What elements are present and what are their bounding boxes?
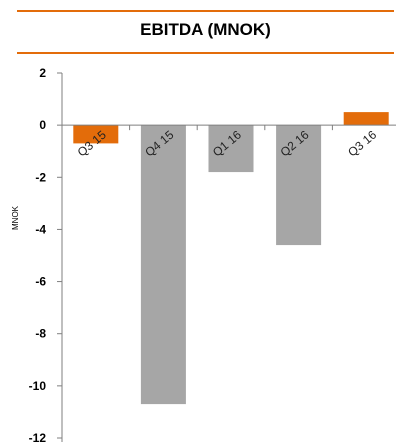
y-tick-label: -6 (35, 275, 46, 289)
x-category-label: Q3 16 (345, 127, 379, 159)
y-tick-label: -8 (35, 327, 46, 341)
bar (344, 112, 389, 125)
bar (141, 125, 186, 404)
y-tick-label: -4 (35, 222, 46, 236)
y-tick-label: 0 (39, 118, 46, 132)
y-tick-label: 2 (39, 66, 46, 80)
y-tick-label: -10 (29, 379, 47, 393)
y-tick-label: -2 (35, 170, 46, 184)
y-axis-label: MNOK (11, 205, 20, 230)
y-tick-label: -12 (29, 431, 47, 445)
